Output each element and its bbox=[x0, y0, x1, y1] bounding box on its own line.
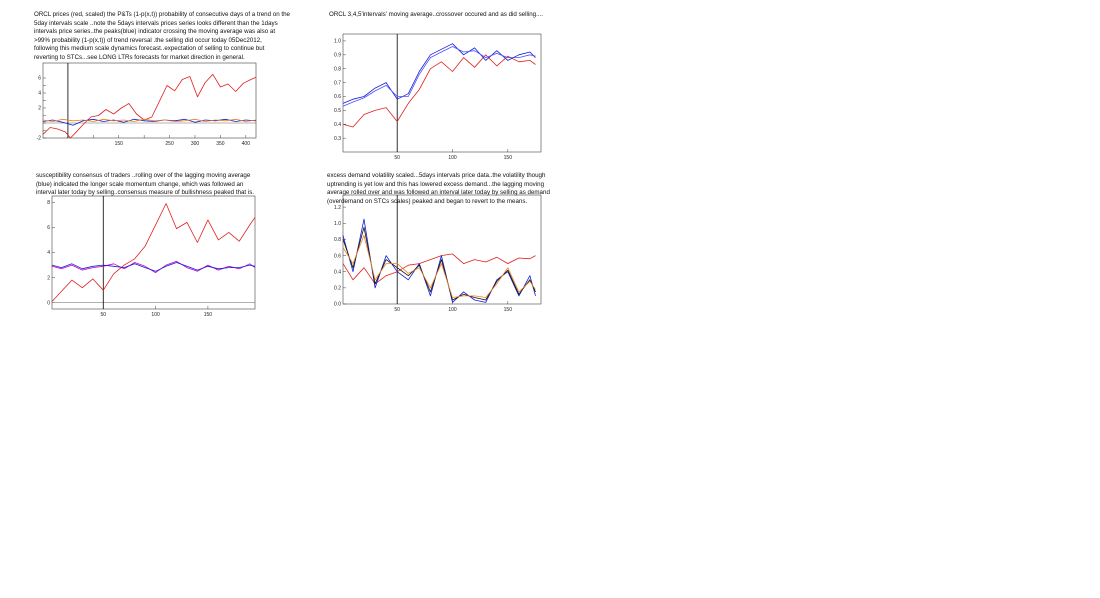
caption-3: susceptibility consensus of traders ..ro… bbox=[36, 172, 255, 197]
x-tick-label: 50 bbox=[394, 307, 400, 313]
x-tick-label: 100 bbox=[448, 307, 457, 313]
series-line-3 bbox=[342, 226, 536, 301]
series-line-2 bbox=[51, 260, 256, 273]
x-tick-label: 100 bbox=[448, 155, 457, 161]
caption-4: excess demand volatility scaled...5days … bbox=[327, 172, 550, 205]
y-tick-label: 4 bbox=[38, 91, 41, 97]
y-tick-label: 8 bbox=[47, 200, 50, 206]
y-tick-label: 6 bbox=[38, 76, 41, 82]
caption-2: ORCL 3,4,5'intervals' moving average..cr… bbox=[329, 11, 543, 18]
x-tick-label: 150 bbox=[504, 307, 513, 313]
y-tick-label: 0.2 bbox=[334, 286, 341, 292]
x-tick-label: 50 bbox=[394, 155, 400, 161]
x-tick-label: 150 bbox=[504, 155, 513, 161]
x-tick-label: 150 bbox=[204, 312, 213, 318]
x-tick-label: 400 bbox=[242, 141, 251, 147]
y-tick-label: 0.7 bbox=[334, 80, 341, 86]
x-tick-label: 150 bbox=[115, 141, 124, 147]
y-tick-label: 0.6 bbox=[334, 253, 341, 259]
y-tick-label: 0 bbox=[47, 300, 50, 306]
y-tick-label: 1.2 bbox=[334, 205, 341, 211]
series-line-1 bbox=[51, 203, 256, 302]
y-tick-label: 0.9 bbox=[334, 53, 341, 59]
y-tick-label: 0.0 bbox=[334, 302, 341, 308]
chart-3-svg: 50 100 150 0 2 4 6 8 bbox=[47, 195, 256, 318]
chart-4-svg: 50 100 150 0.0 0.2 0.4 0.6 0.8 1.0 1.2 bbox=[334, 194, 542, 313]
y-tick-label: 4 bbox=[47, 250, 50, 256]
x-tick-label: 350 bbox=[216, 141, 225, 147]
y-tick-label: -2 bbox=[37, 136, 42, 142]
y-tick-label: 0.4 bbox=[334, 122, 341, 128]
series-line-1 bbox=[42, 73, 257, 139]
x-tick-label: 50 bbox=[100, 312, 106, 318]
y-tick-label: 1.0 bbox=[334, 221, 341, 227]
plot-frame bbox=[42, 62, 257, 139]
y-tick-label: 0.8 bbox=[334, 66, 341, 72]
chart-1-svg: 150 250 300 350 400 -2 2 4 6 bbox=[37, 62, 257, 147]
series-line-3 bbox=[51, 262, 256, 272]
x-tick-label: 300 bbox=[191, 141, 200, 147]
series-line-2 bbox=[342, 43, 536, 104]
y-tick-label: 1.0 bbox=[334, 39, 341, 45]
series-line-2 bbox=[342, 218, 536, 303]
series-line-3 bbox=[342, 46, 536, 107]
series-line-4 bbox=[342, 235, 536, 298]
plot-frame bbox=[342, 194, 542, 305]
y-tick-label: 0.8 bbox=[334, 237, 341, 243]
y-tick-label: 6 bbox=[47, 225, 50, 231]
caption-1: ORCL prices (red, scaled) the P&Ts (1-p(… bbox=[34, 11, 290, 61]
series-line-3 bbox=[42, 118, 257, 122]
x-tick-label: 250 bbox=[165, 141, 174, 147]
y-tick-label: 0.5 bbox=[334, 108, 341, 114]
y-tick-label: 0.6 bbox=[334, 94, 341, 100]
x-tick-label: 100 bbox=[151, 312, 160, 318]
y-tick-label: 0.4 bbox=[334, 269, 341, 275]
y-tick-label: 2 bbox=[38, 106, 41, 112]
series-line-1 bbox=[342, 54, 536, 128]
plot-frame bbox=[342, 33, 542, 153]
plot-frame bbox=[51, 195, 256, 310]
y-tick-label: 0.3 bbox=[334, 136, 341, 142]
y-tick-label: 2 bbox=[47, 275, 50, 281]
chart-2-svg: 50 100 150 0.3 0.4 0.5 0.6 0.7 0.8 0.9 1.0 bbox=[334, 33, 542, 161]
